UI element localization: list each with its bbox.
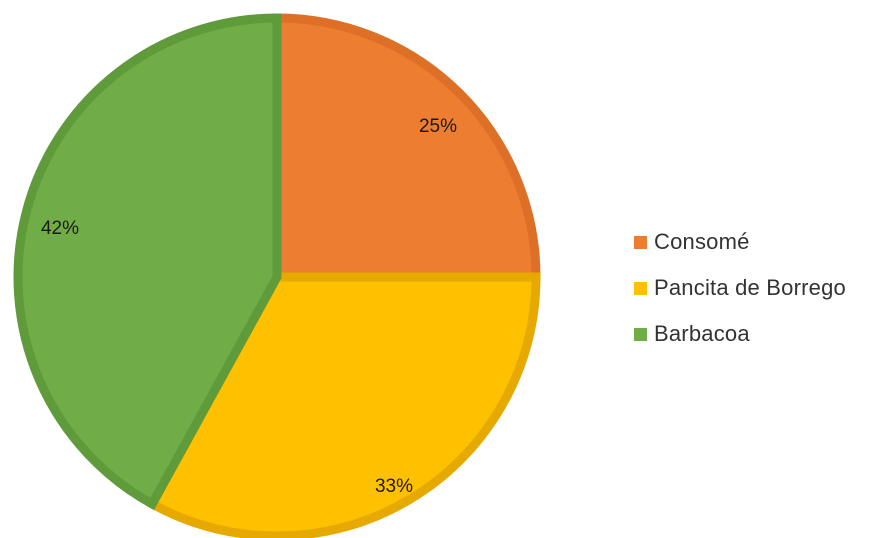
pie-data-labels: 25% 33% 42% [41, 116, 457, 497]
legend-label: Consomé [654, 229, 750, 254]
legend-item: Barbacoa [634, 311, 846, 357]
data-label: 25% [419, 116, 457, 137]
pie-slice-consom- [272, 13, 541, 282]
pie-slices [13, 13, 541, 538]
pie-slice-barbacoa [13, 13, 282, 511]
chart-legend: Consomé Pancita de Borrego Barbacoa [634, 219, 846, 357]
data-label: 33% [375, 476, 413, 497]
data-label: 42% [41, 218, 79, 239]
legend-label: Pancita de Borrego [654, 275, 846, 300]
legend-swatch [634, 327, 647, 341]
legend-swatch [634, 281, 647, 295]
legend-swatch [634, 235, 647, 249]
pie-slice-pancita-de-borrego [146, 272, 541, 538]
legend-item: Consomé [634, 219, 846, 265]
legend-item: Pancita de Borrego [634, 265, 846, 311]
legend-label: Barbacoa [654, 321, 750, 346]
